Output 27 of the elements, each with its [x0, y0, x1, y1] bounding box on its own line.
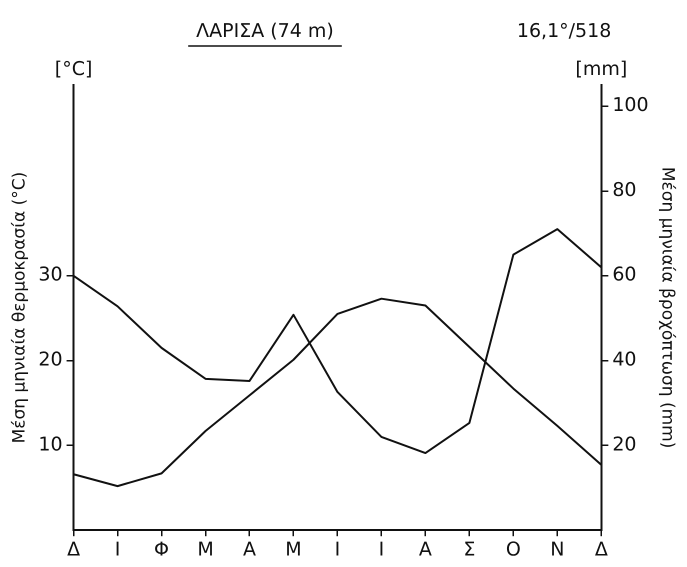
x-tick-label: Ι [334, 538, 340, 561]
x-tick-label: Δ [67, 538, 80, 561]
text: [°C] [54, 58, 92, 80]
x-tick-label: Ι [378, 538, 384, 561]
x-tick-label: Δ [594, 538, 608, 561]
x-tick-label: Σ [463, 538, 476, 561]
x-tick-label: Μ [285, 538, 302, 561]
x-tick-label: Ι [114, 538, 120, 561]
text: [mm] [575, 58, 628, 80]
y2-tick-label: 60 [612, 264, 637, 286]
x-tick-label: Ν [550, 538, 564, 561]
y2-tick-label: 80 [612, 178, 637, 201]
y-tick-label: 30 [38, 264, 63, 286]
y2-tick-label: 20 [612, 433, 637, 456]
x-tick-label: Α [418, 538, 432, 561]
y2-tick-label: 100 [612, 94, 649, 116]
y-axis-title: Μέση μηνιαία θερμοκρασία (°C) [10, 172, 30, 444]
text: 16,1°/518 [516, 20, 612, 42]
y2-axis-title: Μέση μηνιαία βροχόπτωση (mm) [657, 166, 678, 448]
y2-tick-label: 40 [612, 348, 637, 371]
x-tick-label: Μ [197, 538, 214, 561]
x-tick-label: Α [242, 538, 256, 561]
chart-title: ΛΑΡΙΣΑ (74 m) [196, 20, 334, 42]
x-tick-label: Φ [154, 538, 170, 561]
y-tick-label: 20 [38, 348, 63, 371]
y-tick-label: 10 [38, 433, 63, 456]
x-tick-label: Ο [506, 538, 521, 561]
